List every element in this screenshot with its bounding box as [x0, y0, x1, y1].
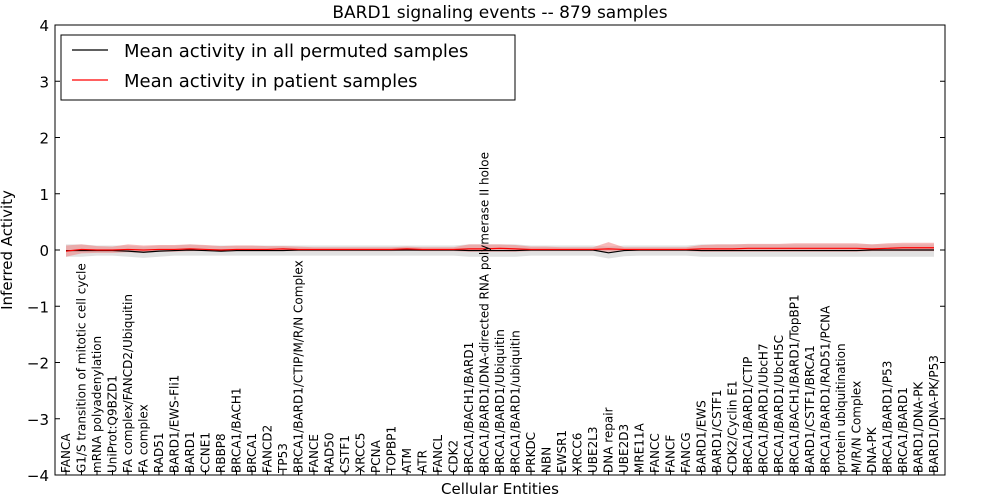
x-tick-label: CDK2 [447, 440, 461, 473]
y-tick-label: 3 [39, 73, 49, 91]
x-axis-label: Cellular Entities [441, 480, 559, 498]
x-tick-label: DNA repair [602, 407, 616, 473]
x-tick-label: CDK2/Cyclin E1 [726, 380, 740, 473]
legend-label-patient: Mean activity in patient samples [124, 71, 418, 92]
y-tick-label: −2 [27, 355, 49, 373]
x-tick-label: BARD1/DNA-PK [912, 381, 926, 473]
x-tick-label: XRCC6 [571, 433, 585, 473]
x-tick-label: FANCD2 [261, 425, 275, 473]
x-tick-label: MRE11A [633, 422, 647, 473]
plot-frame [54, 24, 946, 476]
x-tick-label: NBN [540, 447, 554, 473]
confidence-bands [66, 242, 934, 259]
x-tick-label: BRCA1/BARD1/ubiquitin [509, 330, 523, 473]
x-tick-label: BRCA1/BARD1 [896, 387, 910, 473]
x-tick-label: PCNA [369, 439, 383, 473]
x-tick-label: ATR [416, 450, 430, 473]
series-line-patient [65, 247, 934, 252]
x-tick-label: M/R/N Complex [850, 381, 864, 473]
x-tick-label: PRKDC [524, 432, 538, 473]
x-tick-label: BRCA1/BACH1 [230, 387, 244, 473]
x-tick-label: protein ubiquitination [834, 343, 848, 473]
y-axis: −4 −3 −2 −1 0 1 2 3 4 [27, 17, 945, 485]
x-tick-label: XRCC5 [354, 433, 368, 473]
legend-label-permuted: Mean activity in all permuted samples [124, 41, 468, 62]
x-tick-label: TOPBP1 [385, 426, 399, 474]
x-tick-label: FANCA [59, 433, 73, 473]
x-tick-label: mRNA polyadenylation [90, 336, 104, 473]
x-tick-label: ATM [400, 448, 414, 473]
x-tick-label: BRCA1/BARD1/Ubiquitin [493, 329, 507, 473]
x-tick-label: BARD1/CSTF1/BRCA1 [803, 345, 817, 473]
y-tick-label: 2 [39, 130, 49, 148]
y-tick-label: −3 [27, 411, 49, 429]
series-lines [65, 247, 934, 254]
x-tick-label: FANCE [307, 434, 321, 473]
x-tick-label: BRCA1/BARD1/DNA-directed RNA polymerase … [478, 152, 492, 473]
x-tick-label: BARD1/EWS [695, 400, 709, 473]
x-tick-label: DNA-PK [865, 426, 879, 473]
x-tick-label: BARD1/DNA-PK/P53 [927, 355, 941, 473]
x-tick-label: BARD1/EWS-Fli1 [168, 375, 182, 473]
x-tick-label: UBE2L3 [586, 426, 600, 473]
x-tick-label: FANCC [648, 433, 662, 473]
y-tick-label: 1 [39, 186, 49, 204]
x-tick-label: BRCA1/BACH1/BARD1/TopBP1 [788, 294, 802, 473]
x-tick-label: BARD1 [183, 431, 197, 473]
series-line-permuted [66, 249, 934, 254]
y-tick-label: 4 [39, 17, 49, 35]
y-axis-label: Inferred Activity [0, 190, 16, 310]
x-tick-label: FA complex/FANCD2/Ubiquitin [121, 294, 135, 473]
x-tick-label: RBBP8 [214, 433, 228, 473]
y-tick-label: −1 [27, 298, 49, 316]
chart-title: BARD1 signaling events -- 879 samples [332, 3, 667, 23]
legend: Mean activity in all permuted samples Me… [60, 34, 516, 101]
x-tick-label: BRCA1/BARD1/RAD51/PCNA [819, 305, 833, 473]
x-tick-label: BRCA1 [245, 433, 259, 473]
x-tick-label: RAD50 [323, 432, 337, 473]
x-tick-label: BRCA1/BARD1/CTIP [741, 357, 755, 473]
x-tick-label: UBE2D3 [617, 424, 631, 473]
x-tick-label: UniProt:Q9BZD1 [106, 375, 120, 473]
x-tick-label: FANCG [679, 432, 693, 473]
x-tick-label: FA complex [137, 404, 151, 473]
x-tick-label: CSTF1 [338, 435, 352, 473]
band-patient [66, 242, 934, 257]
x-tick-label: CCNE1 [199, 432, 213, 473]
x-tick-label: EWSR1 [555, 430, 569, 473]
x-tick-label: BARD1/CSTF1 [710, 389, 724, 473]
x-tick-label: BRCA1/BARD1/P53 [881, 361, 895, 473]
x-tick-label: FANCF [664, 435, 678, 473]
legend-box [60, 34, 516, 101]
x-tick-label: BRCA1/BACH1/BARD1 [462, 342, 476, 473]
x-tick-label: RAD51 [152, 432, 166, 473]
x-tick-label: BRCA1/BARD1/CTIP/M/R/N Complex [292, 260, 306, 473]
x-tick-label: BRCA1/BARD1/UbcH5C [772, 335, 786, 473]
y-tick-label: 0 [39, 242, 49, 260]
x-tick-label: FANCL [431, 435, 445, 473]
x-tick-label: BRCA1/BARD1/UbcH7 [757, 343, 771, 473]
x-axis: FANCA G1/S transition of mitotic cell cyc… [59, 152, 941, 475]
x-tick-label: TP53 [276, 443, 290, 474]
x-tick-label: G1/S transition of mitotic cell cycle [75, 263, 89, 473]
y-tick-label: −4 [27, 467, 49, 485]
